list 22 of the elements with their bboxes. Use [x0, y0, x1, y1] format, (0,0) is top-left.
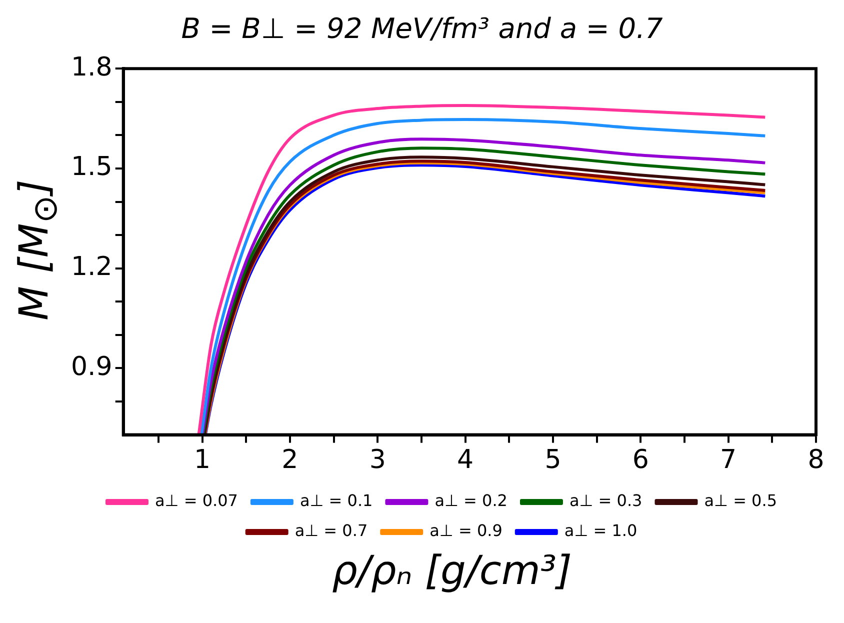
x-tick-label: 5	[544, 445, 562, 476]
x-tick-label: 6	[632, 445, 649, 476]
legend-label: a⊥ = 0.5	[704, 491, 778, 510]
y-tick-label: 1.2	[70, 252, 112, 282]
x-tick-label: 1	[194, 445, 211, 476]
x-tick-label: 4	[457, 445, 474, 476]
legend-label: a⊥ = 1.0	[564, 521, 638, 540]
legend-label: a⊥ = 0.7	[294, 521, 368, 540]
y-tick-label: 1.5	[70, 152, 112, 182]
y-tick-label: 0.9	[70, 352, 112, 382]
x-tick-label: 8	[808, 445, 824, 476]
x-axis-title: ρ/ρₙ [g/cm³]	[331, 548, 573, 594]
legend-label: a⊥ = 0.3	[569, 491, 642, 510]
y-tick-label: 1.8	[70, 52, 112, 82]
x-tick-label: 2	[282, 445, 298, 476]
chart-title: B = B⊥ = 92 MeV/fm³ and a = 0.7	[180, 11, 664, 47]
x-tick-label: 3	[369, 445, 386, 476]
legend-label: a⊥ = 0.2	[434, 491, 508, 510]
legend-label: a⊥ = 0.1	[300, 491, 373, 510]
x-tick-label: 7	[720, 445, 737, 476]
legend-label: a⊥ = 0.9	[430, 521, 502, 540]
legend-label: a⊥ = 0.07	[154, 491, 238, 510]
